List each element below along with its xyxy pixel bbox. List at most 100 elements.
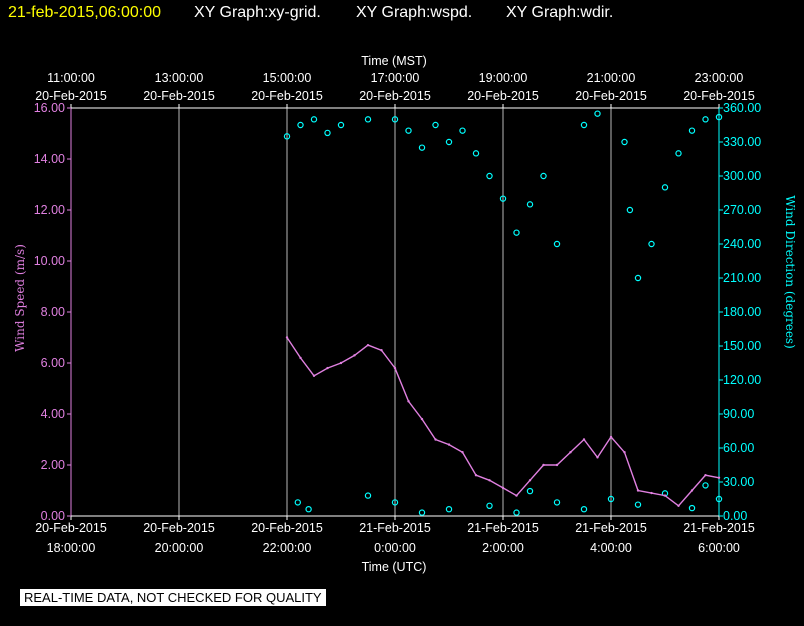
wdir-point (391, 499, 399, 506)
bottom-tick-date: 20-Feb-2015 (143, 521, 215, 535)
left-tick-label: 14.00 (34, 152, 65, 166)
bottom-tick-time: 18:00:00 (47, 541, 96, 555)
right-tick-label: 0.00 (723, 509, 747, 523)
top-tick-time: 17:00:00 (371, 71, 420, 85)
top-tick-time: 23:00:00 (695, 71, 744, 85)
wdir-point (661, 184, 669, 191)
right-tick-label: 150.00 (723, 339, 761, 353)
right-axis-title: Wind Direction (degrees) (783, 195, 797, 349)
wdir-point (391, 116, 399, 123)
wspd-point (555, 463, 559, 467)
wdir-point (540, 172, 547, 180)
right-tick-label: 240.00 (723, 237, 761, 251)
right-tick-label: 360.00 (723, 101, 761, 115)
wspd-point (542, 463, 545, 467)
wspd-point (339, 361, 343, 365)
top-tick-date: 20-Feb-2015 (467, 89, 539, 103)
wdir-point (526, 487, 534, 495)
right-tick-label: 90.00 (723, 407, 754, 421)
left-tick-label: 4.00 (41, 407, 65, 421)
wdir-point (513, 509, 520, 516)
bottom-tick-date: 21-Feb-2015 (467, 521, 539, 535)
wdir-point (688, 504, 696, 512)
top-tick-date: 20-Feb-2015 (359, 89, 431, 103)
bottom-tick-time: 20:00:00 (155, 541, 204, 555)
top-tick-time: 21:00:00 (587, 71, 636, 85)
bottom-tick-time: 2:00:00 (482, 541, 524, 555)
wspd-point (366, 343, 370, 347)
graph-timestamp: 21-feb-2015,06:00:00 (8, 4, 161, 21)
wdir-point (621, 138, 628, 146)
wspd-point (434, 438, 437, 441)
right-tick-label: 60.00 (723, 441, 754, 455)
wspd-point (285, 336, 289, 339)
wspd-point (407, 400, 410, 403)
wspd-point (636, 489, 640, 492)
graph-title-xy-grid: XY Graph:xy-grid. (194, 4, 321, 21)
wdir-point (418, 509, 426, 516)
top-axis-title: Time (MST) (361, 54, 427, 68)
top-tick-time: 19:00:00 (479, 71, 528, 85)
wspd-point (380, 349, 383, 352)
wdir-point (364, 116, 372, 123)
wdir-point (626, 206, 634, 214)
wdir-point (702, 482, 709, 489)
wdir-point (607, 495, 615, 503)
wspd-point (515, 494, 518, 497)
top-tick-time: 13:00:00 (155, 71, 204, 85)
right-tick-label: 330.00 (723, 135, 761, 149)
wdir-point (553, 499, 561, 506)
wdir-point (305, 506, 312, 513)
wspd-point (623, 451, 626, 454)
left-tick-label: 12.00 (34, 203, 65, 217)
wspd-point (447, 443, 451, 446)
wdir-point (634, 274, 642, 282)
wdir-point (702, 116, 709, 123)
bottom-tick-time: 22:00:00 (263, 541, 312, 555)
wdir-point (634, 501, 642, 508)
bottom-tick-time: 6:00:00 (698, 541, 740, 555)
wdir-point (472, 150, 480, 157)
bottom-tick-date: 20-Feb-2015 (35, 521, 107, 535)
left-tick-label: 0.00 (41, 509, 65, 523)
right-tick-label: 270.00 (723, 203, 761, 217)
right-tick-label: 180.00 (723, 305, 761, 319)
wspd-point (501, 486, 505, 490)
wdir-series (283, 110, 723, 516)
left-tick-label: 10.00 (34, 254, 65, 268)
wdir-point (418, 144, 426, 151)
left-tick-label: 16.00 (34, 101, 65, 115)
wdir-point (310, 116, 318, 123)
wspd-point (569, 451, 572, 454)
wspd-point (609, 435, 613, 439)
wdir-point (445, 138, 453, 146)
wdir-point (283, 133, 291, 140)
left-axis-title: Wind Speed (m/s) (13, 244, 27, 352)
top-tick-date: 20-Feb-2015 (683, 89, 755, 103)
wspd-point (420, 417, 424, 421)
wspd-point (393, 366, 397, 370)
top-tick-time: 15:00:00 (263, 71, 312, 85)
wdir-point (715, 495, 723, 503)
wdir-point (297, 121, 304, 129)
wdir-point (445, 506, 453, 513)
axis-ticks: 20-Feb-2015 18:00:00 20-Feb-2015 20:00:00 20… (34, 71, 762, 555)
wdir-point (580, 506, 588, 513)
bottom-tick-time: 0:00:00 (374, 541, 416, 555)
wspd-point (690, 489, 694, 492)
top-tick-time: 11:00:00 (47, 71, 95, 85)
wspd-point (299, 356, 302, 360)
bottom-tick-date: 21-Feb-2015 (575, 521, 647, 535)
wspd-point (663, 494, 667, 497)
wdir-point (486, 502, 493, 509)
wspd-point (528, 479, 532, 482)
wdir-point (648, 240, 655, 248)
left-tick-label: 6.00 (41, 356, 65, 370)
wspd-point (326, 366, 329, 370)
quality-notice: REAL-TIME DATA, NOT CHECKED FOR QUALITY (20, 589, 326, 606)
bottom-tick-date: 21-Feb-2015 (683, 521, 755, 535)
wspd-point (717, 476, 721, 479)
left-tick-label: 8.00 (41, 305, 65, 319)
top-tick-date: 20-Feb-2015 (143, 89, 215, 103)
wdir-point (675, 150, 682, 157)
